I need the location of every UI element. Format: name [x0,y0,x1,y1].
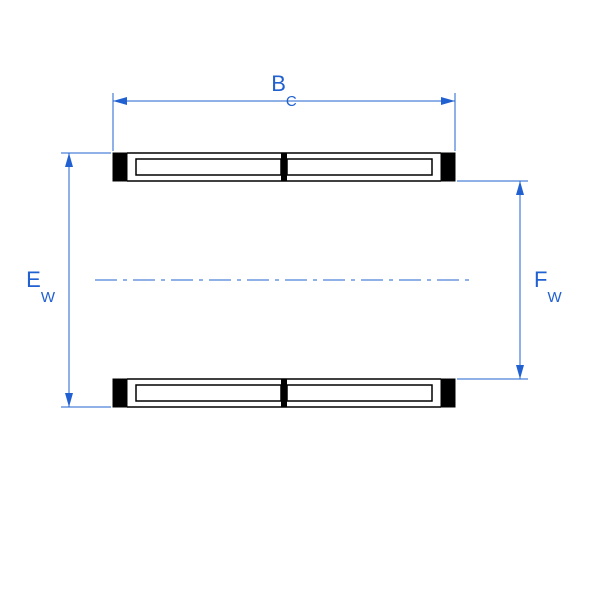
diagram-background [0,0,600,600]
dim-inner-main: F [534,267,547,292]
dim-outer-sub: W [41,289,56,306]
cage-rib-top [281,153,287,181]
bearing-diagram: BCEWFW [0,0,600,600]
cage-end-top-left [113,153,127,181]
cage-end-bottom-right [441,379,455,407]
dim-inner-sub: W [547,289,562,306]
cage-end-bottom-left [113,379,127,407]
cage-rib-bottom [281,379,287,407]
cage-end-top-right [441,153,455,181]
dim-width-sub: C [286,93,297,110]
dim-width-main: B [271,71,286,96]
dim-outer-main: E [26,267,41,292]
